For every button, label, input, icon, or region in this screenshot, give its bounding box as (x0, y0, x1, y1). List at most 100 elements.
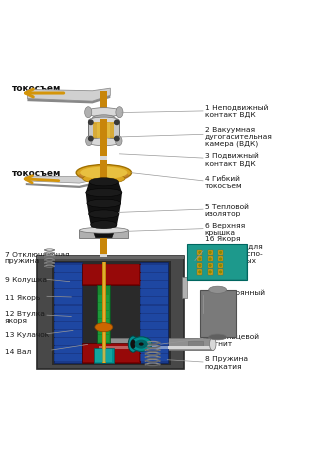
Bar (54, 289, 82, 296)
Bar (100, 238, 107, 254)
Bar (140, 338, 168, 345)
Text: 4 Гибкий
токосъем: 4 Гибкий токосъем (205, 176, 242, 189)
Bar (140, 314, 168, 321)
Bar (100, 119, 107, 142)
Bar (197, 250, 202, 255)
Bar (100, 157, 107, 163)
Bar (188, 245, 246, 279)
Bar (36, 256, 183, 370)
Circle shape (114, 120, 120, 125)
Ellipse shape (131, 340, 136, 348)
Bar (82, 343, 140, 363)
Ellipse shape (86, 189, 122, 197)
Polygon shape (86, 182, 122, 225)
Bar (54, 355, 82, 361)
Bar (208, 263, 213, 268)
Bar (54, 273, 82, 280)
Ellipse shape (86, 136, 92, 146)
Bar (97, 285, 110, 343)
Polygon shape (26, 181, 101, 188)
Bar (94, 348, 113, 363)
Bar (98, 295, 109, 303)
Circle shape (88, 136, 94, 142)
Bar (182, 277, 187, 298)
Bar (100, 163, 107, 169)
Text: 16 Якоря
(контакты для
внешних вспо-
могательных
цепей): 16 Якоря (контакты для внешних вспо- мог… (205, 236, 262, 272)
Bar (218, 263, 223, 268)
Text: 12 Втулка
якоря: 12 Втулка якоря (5, 311, 45, 324)
Bar (54, 281, 82, 288)
Ellipse shape (209, 286, 227, 294)
Ellipse shape (80, 166, 127, 179)
Bar (218, 269, 223, 274)
Bar (54, 262, 82, 363)
Bar (52, 260, 171, 364)
Circle shape (198, 257, 201, 260)
Bar (208, 250, 213, 255)
Ellipse shape (139, 342, 144, 346)
Text: 3 Подвижный
контакт ВДК: 3 Подвижный контакт ВДК (205, 153, 258, 166)
Bar (187, 244, 247, 280)
Bar (54, 314, 82, 321)
Text: токосъем: токосъем (12, 83, 61, 93)
Bar (197, 263, 202, 268)
Circle shape (219, 264, 222, 267)
Ellipse shape (209, 334, 227, 340)
Bar (140, 346, 168, 353)
Ellipse shape (88, 136, 119, 144)
Ellipse shape (135, 340, 148, 348)
Ellipse shape (83, 174, 125, 183)
Ellipse shape (89, 210, 119, 218)
Circle shape (209, 264, 212, 267)
Ellipse shape (89, 178, 118, 186)
Bar (103, 262, 105, 363)
Bar (99, 346, 213, 348)
Bar (82, 264, 140, 285)
Bar (200, 290, 236, 337)
Text: 6 Верхняя
крышка: 6 Верхняя крышка (205, 223, 245, 236)
Bar (98, 311, 109, 318)
Bar (208, 269, 213, 274)
Bar (100, 140, 107, 157)
Text: токосъем: токосъем (12, 169, 61, 178)
Circle shape (219, 257, 222, 260)
Bar (98, 335, 109, 342)
Polygon shape (28, 95, 110, 104)
Bar (140, 322, 168, 329)
Bar (93, 122, 114, 138)
Ellipse shape (92, 115, 115, 121)
Ellipse shape (85, 106, 92, 118)
Bar (140, 355, 168, 361)
Ellipse shape (88, 117, 119, 124)
Bar (54, 297, 82, 304)
Bar (100, 160, 107, 186)
Bar (83, 344, 139, 362)
Polygon shape (91, 225, 117, 238)
Text: 5 Тепловой
изолятор: 5 Тепловой изолятор (205, 204, 249, 217)
Text: 8 Пружина
подкатия: 8 Пружина подкатия (205, 356, 248, 370)
Bar (98, 303, 109, 310)
Ellipse shape (95, 323, 113, 332)
Text: 2 Вакуумная
дугогасительная
камера (ВДК): 2 Вакуумная дугогасительная камера (ВДК) (205, 127, 273, 147)
Bar (188, 341, 203, 348)
Bar (98, 319, 109, 326)
Bar (218, 250, 223, 255)
Bar (140, 330, 168, 337)
Text: 11 Якорь: 11 Якорь (5, 295, 40, 301)
Bar (140, 265, 168, 272)
Bar (99, 338, 213, 350)
Circle shape (219, 251, 222, 254)
Bar (98, 327, 109, 334)
Circle shape (209, 270, 212, 273)
Bar (54, 265, 82, 272)
Bar (54, 330, 82, 337)
Bar (100, 122, 107, 127)
Text: 13 Кулачок: 13 Кулачок (5, 333, 49, 338)
Bar (102, 262, 106, 363)
Bar (140, 306, 168, 312)
Bar (208, 256, 213, 262)
Bar (97, 123, 110, 137)
Bar (197, 269, 202, 274)
Bar (218, 256, 223, 262)
Ellipse shape (79, 227, 128, 233)
